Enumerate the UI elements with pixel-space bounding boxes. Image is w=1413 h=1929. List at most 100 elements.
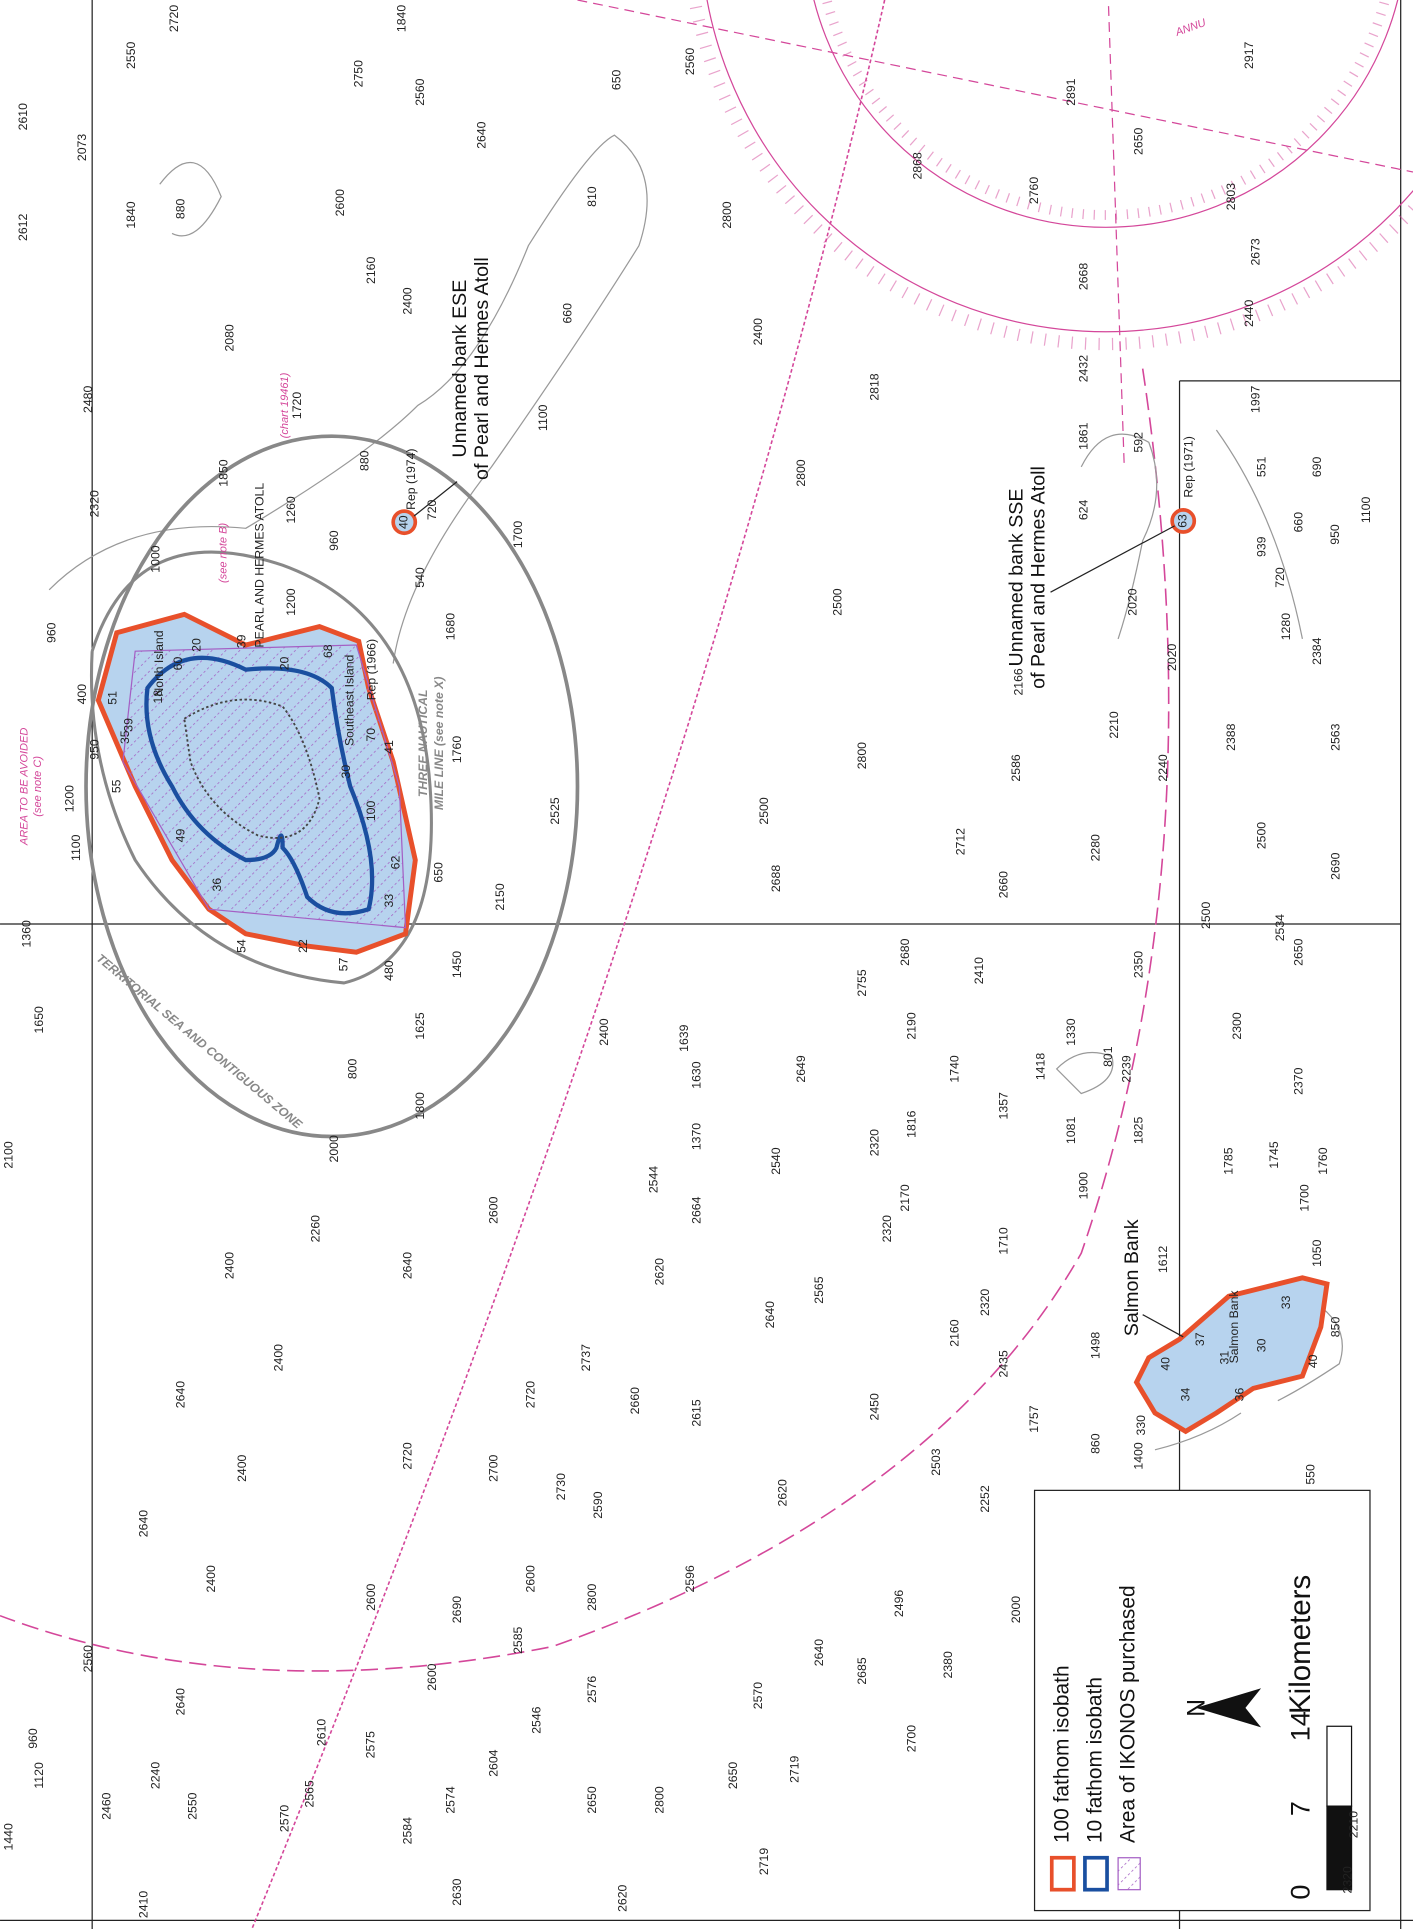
three-mile-label: MILE LINE (see note X) — [432, 677, 446, 811]
sounding: 2800 — [652, 1786, 666, 1813]
sounding: 2240 — [1156, 754, 1170, 781]
sounding: 2500 — [831, 588, 845, 615]
north-arrow — [1195, 1688, 1262, 1728]
sounding: 960 — [26, 1728, 40, 1749]
sounding: 810 — [585, 186, 599, 207]
sounding: 2320 — [880, 1215, 894, 1242]
atoll-sounding: 35 — [118, 730, 132, 744]
sounding: 2668 — [1076, 263, 1090, 290]
sounding: 1740 — [947, 1055, 961, 1082]
sounding: 1900 — [1076, 1172, 1090, 1199]
scale-label: 0 — [1286, 1885, 1316, 1900]
sounding: 2000 — [1009, 1596, 1023, 1623]
sounding: 1710 — [997, 1227, 1011, 1254]
sounding: 2690 — [450, 1596, 464, 1623]
sounding: 2650 — [726, 1762, 740, 1789]
scale-bar-white — [1326, 1725, 1353, 1807]
sounding: 2400 — [751, 318, 765, 345]
sounding: 330 — [1134, 1415, 1148, 1436]
legend-label: Area of IKONOS purchased — [1117, 1585, 1140, 1843]
legend-swatch-100 — [1049, 1855, 1076, 1892]
sounding: 1760 — [1316, 1147, 1330, 1174]
sounding: 1498 — [1089, 1332, 1103, 1359]
sounding: 1745 — [1267, 1141, 1281, 1168]
sounding: 2600 — [487, 1196, 501, 1223]
sounding: 2680 — [898, 938, 912, 965]
sounding: 2544 — [646, 1166, 660, 1193]
sounding: 2166 — [1011, 668, 1025, 695]
bank-label: Salmon Bank — [1121, 1219, 1143, 1336]
sounding: 2400 — [401, 287, 415, 314]
bank-label: of Pearl and Hermes Atoll — [1028, 466, 1050, 689]
sounding: 2719 — [757, 1848, 771, 1875]
sounding: 1400 — [1132, 1442, 1146, 1469]
sounding: 2730 — [554, 1473, 568, 1500]
sounding: 2239 — [1119, 1055, 1133, 1082]
sounding: 1418 — [1033, 1053, 1047, 1080]
sounding: 1200 — [63, 785, 77, 812]
sounding: 2650 — [1132, 127, 1146, 154]
island-label: Southeast Island — [342, 654, 356, 746]
sounding: 2100 — [1, 1141, 15, 1168]
sounding: 2640 — [401, 1252, 415, 1279]
island-label: North Island — [152, 630, 166, 696]
sounding: 2649 — [794, 1055, 808, 1082]
scale-label: 7 — [1286, 1801, 1316, 1816]
sounding: 2500 — [1199, 902, 1213, 929]
sounding: 1100 — [69, 834, 83, 861]
sounding: 800 — [345, 1059, 359, 1080]
sounding: 2610 — [315, 1719, 329, 1746]
sounding: 2720 — [523, 1381, 537, 1408]
atoll-sounding: 30 — [339, 765, 353, 779]
atoll-sounding: 20 — [278, 656, 292, 670]
sounding: 2380 — [941, 1651, 955, 1678]
three-mile-label: THREE NAUTICAL — [416, 690, 430, 798]
sounding: 2688 — [769, 865, 783, 892]
sounding: 2435 — [997, 1350, 1011, 1377]
sounding: 2500 — [757, 797, 771, 824]
sounding: 1700 — [511, 521, 525, 548]
salmon-sounding: 37 — [1193, 1332, 1207, 1346]
sounding: 2596 — [683, 1565, 697, 1592]
atoll-sounding: 55 — [109, 779, 123, 793]
rep-label: Rep (1966) — [365, 639, 379, 700]
atoll-sounding: 100 — [364, 801, 378, 822]
sounding: 660 — [560, 303, 574, 324]
sounding: 2370 — [1291, 1067, 1305, 1094]
sounding: 1700 — [1298, 1184, 1312, 1211]
sounding: 1861 — [1076, 422, 1090, 449]
sounding: 2300 — [1230, 1012, 1244, 1039]
rep-label: Rep (1971) — [1182, 436, 1196, 497]
sounding: 1680 — [444, 613, 458, 640]
sounding: 2384 — [1310, 637, 1324, 664]
legend-label: 10 fathom isobath — [1084, 1677, 1107, 1843]
sounding: 2525 — [548, 797, 562, 824]
sounding: 2673 — [1248, 238, 1262, 265]
sounding: 2565 — [812, 1276, 826, 1303]
sounding: 2460 — [100, 1792, 114, 1819]
sounding: 1200 — [284, 588, 298, 615]
atoll-sounding: 51 — [106, 691, 120, 705]
legend-swatch-ikonos — [1117, 1857, 1141, 1891]
salmon-bank — [1133, 1275, 1330, 1435]
sounding: 2604 — [487, 1749, 501, 1776]
sounding: 2534 — [1273, 914, 1287, 941]
sounding: 2574 — [444, 1786, 458, 1813]
atoll-sounding: 49 — [173, 828, 187, 842]
sounding: 2210 — [1107, 711, 1121, 738]
sounding: 2570 — [751, 1682, 765, 1709]
sounding: 2650 — [585, 1786, 599, 1813]
sounding: 2640 — [173, 1688, 187, 1715]
sounding: 2550 — [186, 1792, 200, 1819]
atoll-sounding: 36 — [210, 878, 224, 892]
atoll-sounding: 41 — [382, 740, 396, 754]
sounding: 2400 — [204, 1565, 218, 1592]
sounding: 1330 — [1064, 1018, 1078, 1045]
sounding: 880 — [358, 450, 372, 471]
sounding: 2818 — [868, 373, 882, 400]
sounding: 2320 — [978, 1289, 992, 1316]
sounding: 2800 — [585, 1583, 599, 1610]
sounding: 624 — [1076, 499, 1090, 520]
sounding: 2660 — [997, 871, 1011, 898]
sounding: 1280 — [1279, 613, 1293, 640]
